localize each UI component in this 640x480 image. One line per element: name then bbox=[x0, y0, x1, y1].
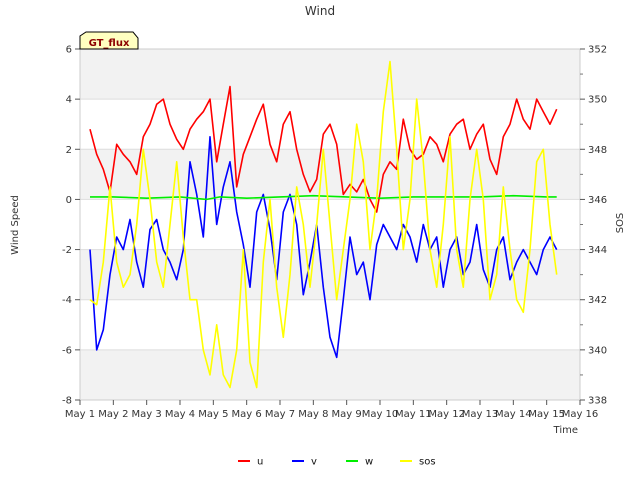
x-tick-label: May 12 bbox=[428, 409, 465, 420]
x-tick-label: May 8 bbox=[298, 409, 328, 420]
x-tick-label: May 7 bbox=[265, 409, 295, 420]
x-tick-label: May 3 bbox=[132, 409, 162, 420]
y-axis-left: -8 -6 -4 -2 0 2 4 6 bbox=[62, 45, 80, 407]
plot-background-bands bbox=[80, 49, 580, 400]
y-tick-label: -8 bbox=[62, 396, 72, 407]
x-tick-label: May 11 bbox=[395, 409, 432, 420]
y-axis-title: Wind Speed bbox=[10, 195, 21, 255]
y2-tick-label: 338 bbox=[588, 396, 607, 407]
x-tick-label: May 14 bbox=[495, 409, 532, 420]
chart-title: Wind bbox=[305, 4, 335, 18]
y2-tick-label: 350 bbox=[588, 95, 607, 106]
x-axis-title: Time bbox=[553, 425, 578, 436]
x-tick-label: May 9 bbox=[332, 409, 362, 420]
y-tick-label: -6 bbox=[62, 345, 72, 356]
plot-band bbox=[80, 149, 580, 200]
site-label-badge: GT_flux bbox=[79, 31, 139, 50]
y-tick-label: -4 bbox=[62, 295, 72, 306]
plot-band bbox=[80, 249, 580, 300]
x-tick-label: May 10 bbox=[362, 409, 399, 420]
legend-label-sos: sos bbox=[419, 457, 436, 468]
y-tick-label: 6 bbox=[66, 45, 72, 56]
y2-tick-label: 340 bbox=[588, 345, 607, 356]
plot-band bbox=[80, 349, 580, 400]
plot-band bbox=[80, 49, 580, 100]
y-tick-label: 2 bbox=[66, 145, 72, 156]
x-tick-label: May 4 bbox=[165, 409, 195, 420]
x-tick-label: May 2 bbox=[98, 409, 128, 420]
legend-label-u: u bbox=[257, 457, 263, 468]
series-line-w bbox=[90, 194, 557, 201]
legend: u v w sos bbox=[238, 457, 436, 468]
y2-tick-label: 346 bbox=[588, 195, 607, 206]
x-tick-label: May 5 bbox=[198, 409, 228, 420]
y-tick-label: 4 bbox=[66, 95, 72, 106]
y2-tick-label: 342 bbox=[588, 295, 607, 306]
x-axis: May 1 May 2 May 3 May 4 May 5 May 6 May 7 May 8… bbox=[65, 400, 598, 420]
data-lines bbox=[89, 60, 558, 389]
y-axis-right: 338 340 342 344 346 348 350 352 bbox=[580, 45, 607, 407]
series-line-sos bbox=[89, 60, 558, 389]
y2-axis-title: SOS bbox=[615, 213, 626, 234]
series-line-v bbox=[89, 136, 558, 359]
y-tick-label: 0 bbox=[66, 195, 72, 206]
x-tick-label: May 13 bbox=[462, 409, 499, 420]
x-tick-label: May 1 bbox=[65, 409, 95, 420]
y2-tick-label: 348 bbox=[588, 145, 607, 156]
series-line-u bbox=[89, 85, 558, 213]
y2-tick-label: 344 bbox=[588, 245, 607, 256]
x-tick-label: May 16 bbox=[562, 409, 599, 420]
legend-label-w: w bbox=[365, 457, 373, 468]
legend-label-v: v bbox=[311, 457, 317, 468]
site-label-box bbox=[79, 31, 139, 50]
x-tick-label: May 15 bbox=[528, 409, 565, 420]
y-tick-label: -2 bbox=[62, 245, 72, 256]
site-label-text: GT_flux bbox=[89, 38, 130, 49]
x-tick-label: May 6 bbox=[232, 409, 262, 420]
y2-tick-label: 352 bbox=[588, 45, 607, 56]
